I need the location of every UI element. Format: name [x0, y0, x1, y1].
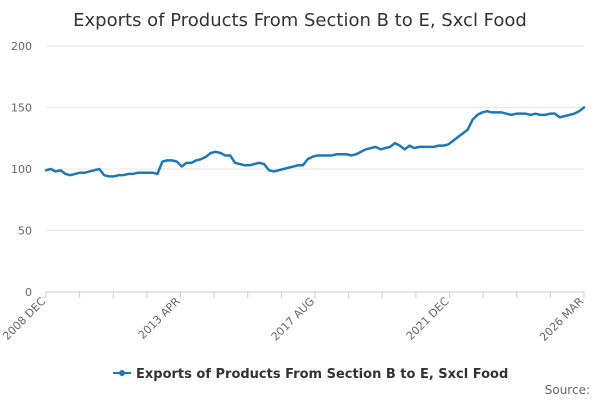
chart-title: Exports of Products From Section B to E,…	[73, 10, 527, 31]
series-line[interactable]	[44, 106, 586, 178]
x-axis: 2008 DEC 2013 APR 2017 AUG 2021 DEC 2026 MAR	[0, 291, 586, 344]
source-label: Source:	[545, 383, 590, 397]
gridlines	[46, 45, 584, 231]
y-tick-label: 100	[11, 163, 32, 176]
legend[interactable]: Exports of Products From Section B to E,…	[113, 367, 508, 382]
y-tick-label: 150	[11, 102, 32, 115]
series-layer	[44, 106, 586, 178]
y-tick-label: 0	[25, 286, 32, 299]
legend-label: Exports of Products From Section B to E,…	[136, 367, 508, 382]
x-tick-label: 2026 MAR	[537, 295, 586, 344]
x-tick-label: 2013 APR	[136, 295, 183, 342]
legend-dot-marker	[119, 370, 125, 376]
x-tick-label: 2017 AUG	[269, 295, 318, 344]
y-axis: 0 50 100 150 200	[11, 40, 32, 299]
x-tick-label: 2021 DEC	[404, 295, 452, 343]
y-tick-label: 200	[11, 40, 32, 53]
y-tick-label: 50	[18, 225, 32, 238]
x-tick-label: 2008 DEC	[0, 295, 48, 343]
